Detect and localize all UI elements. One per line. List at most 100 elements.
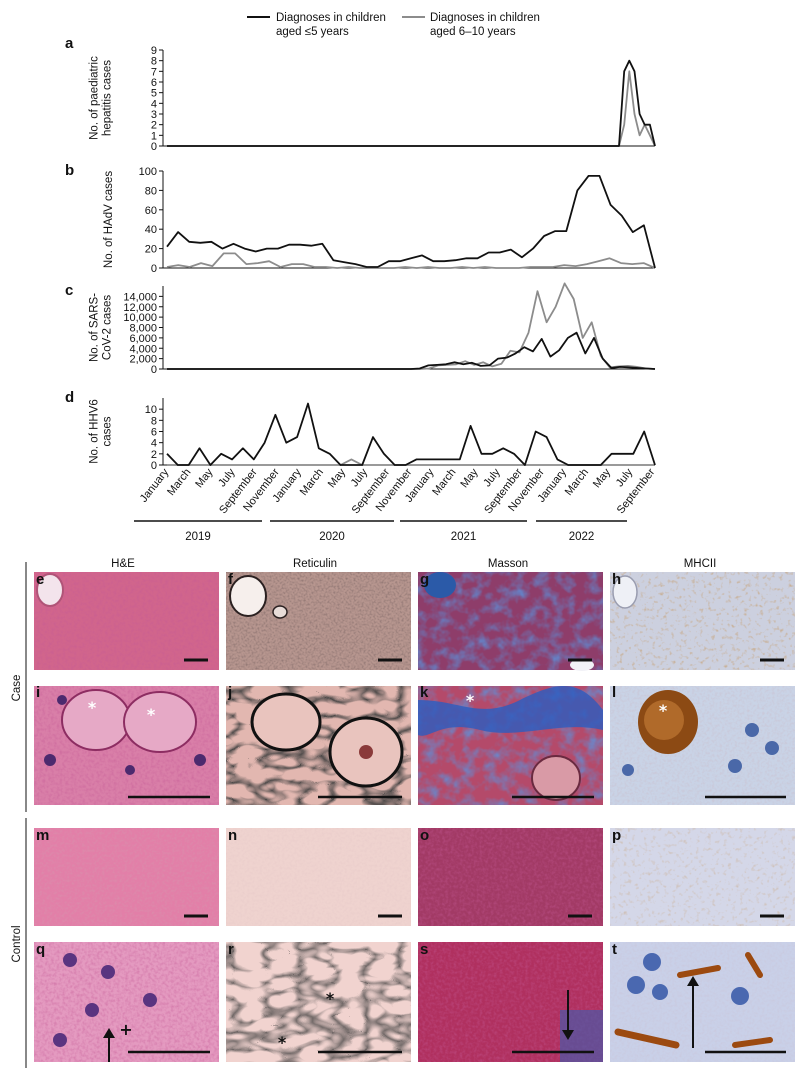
panel-n [226, 828, 411, 926]
y-tick-label: 6,000 [129, 333, 157, 345]
y-tick-label: 12,000 [123, 302, 157, 314]
histology-grid: Case Control H&E Reticulin Masson MHCII [11, 558, 795, 1068]
series-line-1 [166, 402, 656, 466]
panel-letter-c: c [65, 282, 73, 299]
y-tick-label: 0 [151, 141, 157, 153]
panel-letter-p: p [612, 827, 621, 844]
panel-letter-d: d [65, 389, 74, 406]
y-tick-label: 10 [145, 404, 157, 416]
y-axis-label: hepatitis cases [102, 60, 114, 136]
star-marker: * [659, 701, 668, 720]
panel-letter-l: l [612, 684, 616, 701]
panel-r: * * [226, 942, 411, 1062]
panel-letter-r: r [228, 941, 234, 958]
column-title-reticulin: Reticulin [293, 558, 337, 570]
panel-letter-g: g [420, 571, 429, 588]
panel-o [418, 828, 603, 926]
y-axis-label: cases [102, 416, 114, 446]
x-tick-label: May [458, 466, 481, 490]
y-tick-label: 2,000 [129, 354, 157, 366]
chart-panel-b: 0 20 40 60 80 100 No. of HAdV cases b [65, 162, 656, 275]
year-label: 2020 [319, 531, 345, 543]
y-tick-label: 2 [151, 120, 157, 132]
y-tick-label: 4,000 [129, 343, 157, 355]
y-tick-label: 4 [151, 98, 157, 110]
panel-letter-q: q [36, 941, 45, 958]
y-tick-label: 5 [151, 88, 157, 100]
column-title-mhcii: MHCII [684, 558, 717, 570]
y-tick-label: 8 [151, 415, 157, 427]
column-title-he: H&E [111, 558, 135, 570]
panel-letter-i: i [36, 684, 40, 701]
x-tick-label: May [326, 466, 349, 490]
legend: Diagnoses in children aged ≤5 years Diag… [247, 12, 540, 38]
legend-series1-line1: Diagnoses in children [276, 12, 386, 24]
panel-letter-s: s [420, 941, 428, 958]
year-label: 2019 [185, 531, 211, 543]
y-tick-label: 9 [151, 45, 157, 57]
y-tick-label: 0 [151, 364, 157, 376]
panel-letters: e f g h i j k l m n o p q r s t [36, 571, 621, 958]
series-line-1 [167, 331, 656, 370]
y-tick-label: 3 [151, 109, 157, 121]
row-label-control: Control [11, 925, 23, 962]
series-line-2 [166, 252, 656, 269]
legend-series1-line2: aged ≤5 years [276, 26, 349, 38]
star-marker: * [88, 698, 97, 717]
y-tick-label: 60 [145, 205, 157, 217]
panel-letter-b: b [65, 162, 74, 179]
star-marker: * [326, 989, 335, 1008]
panel-letter-e: e [36, 571, 44, 588]
plus-marker: + [119, 1020, 132, 1039]
panel-t [610, 942, 795, 1062]
y-tick-label: 10,000 [123, 312, 157, 324]
y-axis-label: No. of paediatric [89, 56, 101, 140]
panel-p [610, 828, 795, 926]
y-tick-label: 14,000 [123, 291, 157, 303]
x-tick-label: March [298, 466, 326, 497]
series-line-1 [167, 59, 656, 147]
y-tick-label: 1 [151, 130, 157, 142]
legend-series2-line2: aged 6–10 years [430, 26, 516, 38]
x-tick-label: March [165, 466, 193, 497]
year-label: 2022 [569, 531, 595, 543]
y-tick-label: 2 [151, 449, 157, 461]
y-axis-label: No. of SARS- [89, 293, 101, 362]
panel-letter-a: a [65, 35, 74, 52]
panel-letter-o: o [420, 827, 429, 844]
panel-h [610, 572, 795, 670]
y-tick-label: 0 [151, 263, 157, 275]
y-tick-label: 6 [151, 77, 157, 89]
star-marker: * [466, 691, 475, 710]
panel-s [418, 942, 603, 1062]
panel-letter-f: f [228, 571, 234, 588]
series-line-2 [167, 282, 656, 370]
panel-l: * [610, 686, 795, 805]
column-title-masson: Masson [488, 558, 528, 570]
x-tick-label: March [563, 466, 591, 497]
panel-letter-h: h [612, 571, 621, 588]
panel-m [34, 828, 219, 926]
panel-letter-m: m [36, 827, 49, 844]
y-tick-label: 7 [151, 66, 157, 78]
panel-k: * [418, 686, 603, 805]
row-label-case: Case [11, 675, 23, 702]
y-tick-label: 40 [145, 224, 157, 236]
panel-j [226, 686, 411, 805]
y-tick-label: 8 [151, 56, 157, 68]
y-tick-label: 4 [151, 438, 157, 450]
panel-g [418, 572, 603, 671]
legend-series2-line1: Diagnoses in children [430, 12, 540, 24]
panel-letter-n: n [228, 827, 237, 844]
panel-letter-t: t [612, 941, 617, 958]
panel-i: * * [34, 686, 219, 805]
y-tick-label: 0 [151, 460, 157, 472]
star-marker: * [278, 1033, 287, 1052]
y-axis-label: No. of HHV6 [89, 399, 101, 464]
